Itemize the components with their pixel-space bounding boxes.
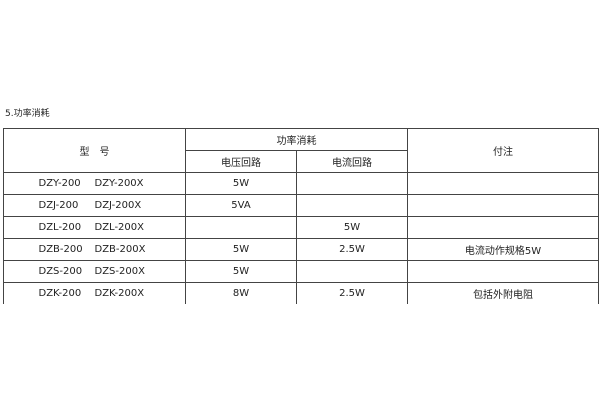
model-cell: DZS-200 DZS-200X [3, 260, 186, 283]
model-a: DZB-200 [38, 244, 83, 255]
model-cell: DZL-200 DZL-200X [3, 216, 186, 239]
model-cell: DZK-200 DZK-200X [3, 282, 186, 304]
power-consumption-table: 型 号 功率消耗 付注 电压回路 电流回路 DZY-200 DZY-200X 5W… [3, 128, 599, 304]
header-model: 型 号 [3, 128, 186, 173]
model-b: DZY-200X [94, 178, 144, 189]
table-row: DZY-200 DZY-200X 5W [3, 172, 599, 195]
current-cell: 2.5W [296, 282, 408, 304]
model-cell: DZY-200 DZY-200X [3, 172, 186, 195]
note-cell [407, 194, 599, 217]
model-b: DZL-200X [94, 222, 145, 233]
header-note: 付注 [407, 128, 599, 173]
voltage-cell: 5W [185, 238, 297, 261]
voltage-cell: 5W [185, 260, 297, 283]
table-row: DZB-200 DZB-200X 5W 2.5W 电流动作规格5W [3, 238, 599, 261]
current-cell [296, 260, 408, 283]
table-row: DZJ-200 DZJ-200X 5VA [3, 194, 599, 217]
model-b: DZB-200X [94, 244, 146, 255]
table-row: DZK-200 DZK-200X 8W 2.5W 包括外附电阻 [3, 282, 599, 304]
model-b: DZS-200X [94, 266, 145, 277]
voltage-cell: 5VA [185, 194, 297, 217]
note-cell [407, 172, 599, 195]
current-cell: 2.5W [296, 238, 408, 261]
current-cell [296, 172, 408, 195]
voltage-cell: 8W [185, 282, 297, 304]
table-row: DZS-200 DZS-200X 5W [3, 260, 599, 283]
model-cell: DZB-200 DZB-200X [3, 238, 186, 261]
model-a: DZS-200 [38, 266, 83, 277]
model-b: DZK-200X [94, 288, 145, 299]
note-cell [407, 260, 599, 283]
model-b: DZJ-200X [94, 200, 142, 211]
voltage-cell [185, 216, 297, 239]
note-cell [407, 216, 599, 239]
table-row: DZL-200 DZL-200X 5W [3, 216, 599, 239]
voltage-cell: 5W [185, 172, 297, 195]
header-voltage: 电压回路 [185, 150, 297, 173]
current-cell: 5W [296, 216, 408, 239]
model-a: DZK-200 [38, 288, 82, 299]
header-current: 电流回路 [296, 150, 408, 173]
note-cell: 电流动作规格5W [407, 238, 599, 261]
model-cell: DZJ-200 DZJ-200X [3, 194, 186, 217]
current-cell [296, 194, 408, 217]
section-title: 5.功率消耗 [5, 109, 50, 119]
model-a: DZL-200 [38, 222, 82, 233]
model-a: DZJ-200 [38, 200, 79, 211]
header-power: 功率消耗 [185, 128, 408, 151]
note-cell: 包括外附电阻 [407, 282, 599, 304]
model-a: DZY-200 [38, 178, 81, 189]
